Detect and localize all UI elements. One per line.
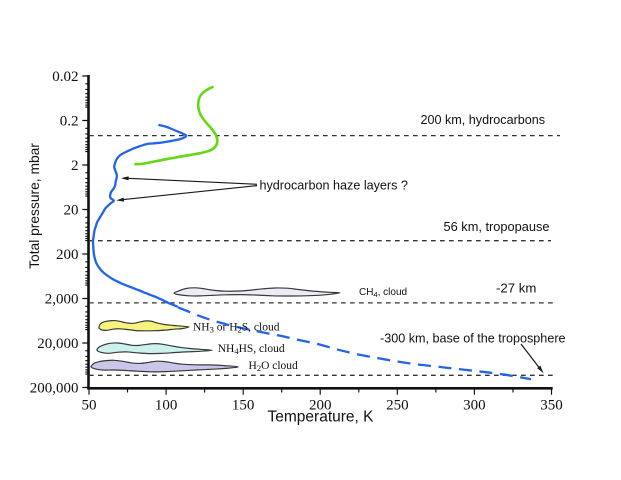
svg-text:20: 20 <box>64 203 79 219</box>
svg-text:300: 300 <box>463 398 486 414</box>
svg-text:200,000: 200,000 <box>30 381 79 397</box>
svg-text:Total pressure, mbar: Total pressure, mbar <box>27 143 42 269</box>
svg-text:200 km, hydrocarbons: 200 km, hydrocarbons <box>421 113 546 127</box>
svg-text:NH3 or H2S, cloud: NH3 or H2S, cloud <box>193 321 280 334</box>
svg-text:350: 350 <box>540 398 563 414</box>
svg-text:150: 150 <box>232 398 255 414</box>
svg-text:0.02: 0.02 <box>52 69 78 85</box>
svg-text:50: 50 <box>82 398 97 414</box>
svg-text:H2O cloud: H2O cloud <box>249 360 299 373</box>
svg-text:2,000: 2,000 <box>45 292 79 308</box>
svg-text:CH4, cloud: CH4, cloud <box>359 287 407 299</box>
svg-text:NH4HS, cloud: NH4HS, cloud <box>218 343 285 356</box>
svg-text:200: 200 <box>309 398 332 414</box>
svg-text:-300 km, base of the troposphe: -300 km, base of the troposphere <box>380 332 566 346</box>
svg-text:56 km, tropopause: 56 km, tropopause <box>444 219 550 234</box>
svg-text:0.2: 0.2 <box>60 114 79 130</box>
svg-text:200: 200 <box>56 247 79 263</box>
svg-text:hydrocarbon haze layers ?: hydrocarbon haze layers ? <box>260 179 408 193</box>
svg-text:Temperature, K: Temperature, K <box>268 409 375 426</box>
svg-text:250: 250 <box>386 398 409 414</box>
svg-text:100: 100 <box>155 398 178 414</box>
svg-text:-27 km: -27 km <box>496 281 536 296</box>
svg-text:2: 2 <box>71 158 79 174</box>
svg-text:20,000: 20,000 <box>37 336 78 352</box>
